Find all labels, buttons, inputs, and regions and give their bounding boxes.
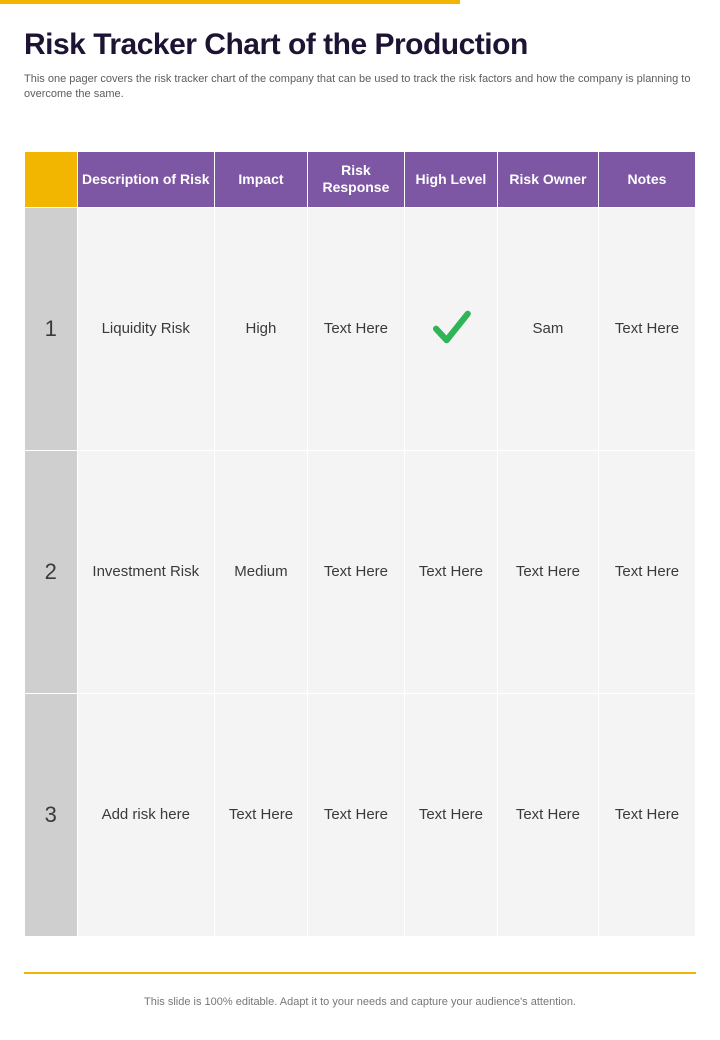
notes-cell: Text Here — [598, 207, 695, 450]
description-cell: Liquidity Risk — [77, 207, 214, 450]
header-cell: Impact — [214, 151, 307, 207]
owner-cell: Text Here — [497, 450, 598, 693]
check-icon — [429, 305, 473, 349]
header-cell: Notes — [598, 151, 695, 207]
row-index: 2 — [25, 450, 78, 693]
table-row: 1Liquidity RiskHighText HereSamText Here — [25, 207, 696, 450]
notes-cell: Text Here — [598, 693, 695, 936]
risk-table-head: Description of RiskImpactRisk ResponseHi… — [25, 151, 696, 207]
notes-cell: Text Here — [598, 450, 695, 693]
page-subtitle: This one pager covers the risk tracker c… — [24, 72, 696, 103]
high-level-cell: Text Here — [404, 450, 497, 693]
response-cell: Text Here — [307, 693, 404, 936]
top-accent-bar — [0, 0, 460, 4]
header-cell: Risk Response — [307, 151, 404, 207]
header-cell: Description of Risk — [77, 151, 214, 207]
high-level-cell: Text Here — [404, 693, 497, 936]
owner-cell: Text Here — [497, 693, 598, 936]
impact-cell: High — [214, 207, 307, 450]
header-corner — [25, 151, 78, 207]
row-index: 3 — [25, 693, 78, 936]
response-cell: Text Here — [307, 450, 404, 693]
impact-cell: Medium — [214, 450, 307, 693]
response-cell: Text Here — [307, 207, 404, 450]
impact-cell: Text Here — [214, 693, 307, 936]
bottom-divider — [24, 972, 696, 974]
header-cell: High Level — [404, 151, 497, 207]
row-index: 1 — [25, 207, 78, 450]
risk-table-body: 1Liquidity RiskHighText HereSamText Here… — [25, 207, 696, 936]
risk-table: Description of RiskImpactRisk ResponseHi… — [24, 151, 696, 937]
footer-note: This slide is 100% editable. Adapt it to… — [0, 996, 720, 1008]
description-cell: Investment Risk — [77, 450, 214, 693]
table-row: 2Investment RiskMediumText HereText Here… — [25, 450, 696, 693]
description-cell: Add risk here — [77, 693, 214, 936]
page-title: Risk Tracker Chart of the Production — [24, 28, 696, 62]
high-level-cell — [404, 207, 497, 450]
owner-cell: Sam — [497, 207, 598, 450]
table-row: 3Add risk hereText HereText HereText Her… — [25, 693, 696, 936]
header-row: Description of RiskImpactRisk ResponseHi… — [25, 151, 696, 207]
header-cell: Risk Owner — [497, 151, 598, 207]
